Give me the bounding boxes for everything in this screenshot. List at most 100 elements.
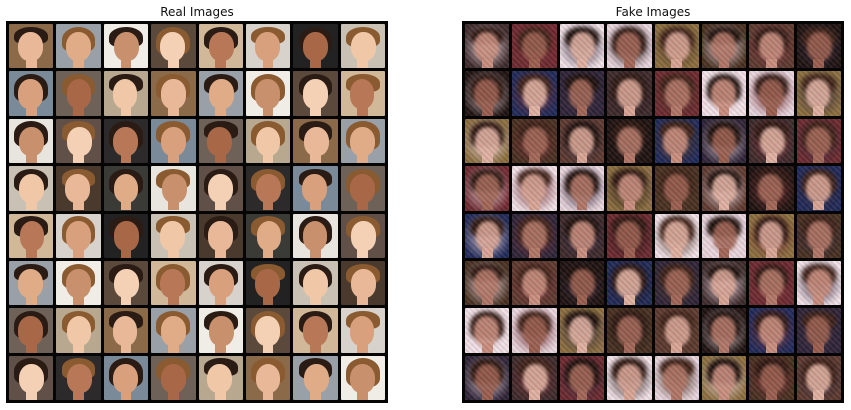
neck-shape [671, 58, 682, 69]
face-shape [473, 268, 499, 299]
face-shape [616, 221, 641, 251]
face-shape [209, 316, 234, 346]
neck-shape [262, 200, 274, 211]
fake-image-tile [559, 71, 605, 116]
neck-shape [529, 58, 540, 69]
artifact-overlay [607, 118, 652, 164]
neck-shape [215, 248, 226, 258]
neck-shape [25, 200, 37, 211]
neck-shape [766, 342, 777, 353]
real-image-tile [293, 71, 338, 116]
neck-shape [813, 248, 825, 258]
face-shape [161, 174, 187, 204]
neck-shape [73, 248, 84, 258]
fake-image-tile [749, 118, 794, 164]
face-shape [18, 363, 44, 393]
neck-shape [766, 58, 777, 69]
neck-shape [671, 295, 682, 306]
face-shape [160, 316, 186, 346]
fake-image-tile [796, 71, 841, 116]
neck-shape [262, 248, 274, 258]
real-image-tile [151, 71, 196, 116]
face-shape [255, 316, 281, 346]
face-shape [759, 79, 785, 109]
face-shape [665, 79, 690, 109]
real-image-tile [103, 260, 149, 306]
neck-shape [529, 248, 540, 258]
face-shape [710, 268, 736, 299]
real-image-tile [293, 308, 338, 353]
fake-image-tile [796, 260, 841, 306]
artifact-overlay [512, 213, 557, 258]
neck-shape [623, 342, 635, 353]
neck-shape [73, 105, 84, 116]
fake-image-tile [654, 118, 699, 164]
fake-image-tile [701, 308, 747, 353]
fake-image-tile [796, 24, 841, 69]
neck-shape [766, 295, 777, 306]
neck-shape [671, 105, 682, 116]
face-shape [208, 268, 234, 299]
neck-shape [766, 105, 777, 116]
neck-shape [215, 105, 226, 116]
face-shape [475, 221, 501, 251]
fake-image-tile [465, 166, 510, 211]
neck-shape [25, 58, 37, 69]
fake-image-tile [796, 118, 841, 164]
neck-shape [671, 200, 682, 211]
neck-shape [813, 153, 825, 164]
real-image-tile [293, 260, 338, 306]
fake-image-tile [465, 213, 510, 258]
face-shape [17, 31, 43, 62]
face-shape [161, 363, 187, 393]
artifact-overlay [654, 166, 699, 211]
real-image-tile [293, 213, 338, 258]
neck-shape [73, 390, 84, 400]
neck-shape [167, 248, 179, 258]
face-shape [302, 221, 328, 251]
fake-image-tile [512, 355, 557, 400]
neck-shape [167, 295, 179, 306]
fake-image-tile [796, 213, 841, 258]
face-shape [112, 79, 138, 109]
neck-shape [481, 390, 493, 400]
artifact-overlay [559, 308, 605, 353]
fake-image-tile [701, 118, 747, 164]
neck-shape [576, 295, 588, 306]
fake-image-tile [559, 260, 605, 306]
face-shape [113, 221, 139, 251]
neck-shape [576, 105, 588, 116]
real-image-tile [56, 166, 101, 211]
face-shape [475, 174, 501, 204]
artifact-overlay [796, 24, 841, 69]
neck-shape [813, 390, 825, 400]
neck-shape [167, 342, 179, 353]
real-image-tile [9, 213, 54, 258]
artifact-overlay [796, 118, 841, 164]
face-shape [19, 174, 45, 204]
neck-shape [167, 58, 179, 69]
neck-shape [215, 58, 226, 69]
artifact-overlay [701, 71, 747, 116]
face-shape [617, 363, 643, 393]
fake-image-tile [512, 166, 557, 211]
face-shape [663, 126, 689, 157]
artifact-overlay [796, 71, 841, 116]
real-image-tile [151, 24, 196, 69]
real-image-tile [151, 166, 196, 211]
face-shape [160, 31, 186, 62]
neck-shape [529, 200, 540, 211]
fake-image-tile [512, 308, 557, 353]
neck-shape [120, 153, 132, 164]
face-shape [161, 126, 187, 157]
real-image-tile [293, 24, 338, 69]
face-shape [759, 31, 784, 62]
neck-shape [310, 390, 321, 400]
real-image-tile [103, 24, 149, 69]
artifact-overlay [607, 213, 652, 258]
neck-shape [357, 295, 369, 306]
neck-shape [120, 58, 132, 69]
neck-shape [215, 153, 226, 164]
artifact-overlay [512, 308, 557, 353]
neck-shape [623, 295, 635, 306]
